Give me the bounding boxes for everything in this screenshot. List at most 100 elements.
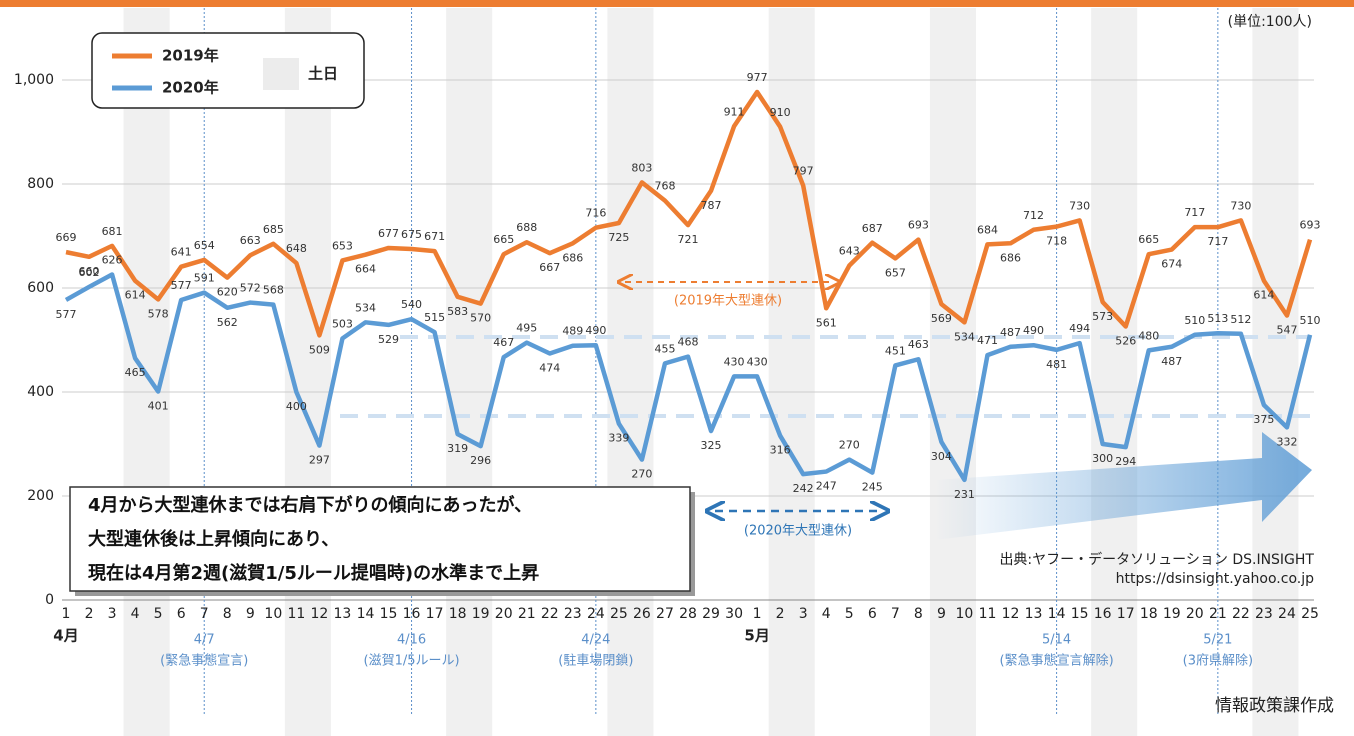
data-label: 583 [447, 305, 468, 318]
legend-swatch [263, 58, 299, 90]
note-line: 4月から大型連休までは右肩下がりの傾向にあったが、 [88, 494, 532, 516]
x-tick-label: 9 [937, 606, 946, 622]
data-label: 681 [102, 225, 123, 238]
data-label: 319 [447, 442, 468, 455]
data-label: 626 [102, 253, 123, 266]
data-label: 573 [1092, 310, 1113, 323]
data-label: 297 [309, 454, 330, 467]
x-tick-label: 26 [633, 606, 651, 622]
event-date: 5/21 [1203, 633, 1232, 648]
x-tick-label: 19 [1163, 606, 1181, 622]
data-label: 487 [1000, 326, 1021, 339]
x-tick-label: 3 [108, 606, 117, 622]
weekend-band [446, 8, 493, 736]
x-tick-label: 12 [1002, 606, 1020, 622]
data-label: 614 [1253, 289, 1274, 302]
data-label: 463 [908, 338, 929, 351]
data-label: 468 [678, 336, 699, 349]
event-note: (3府県解除) [1183, 654, 1253, 669]
event-note: (緊急事態宣言解除) [1000, 653, 1114, 669]
x-tick-label: 2 [85, 606, 94, 622]
x-tick-label: 20 [1186, 606, 1204, 622]
data-label: 693 [908, 219, 929, 232]
x-tick-label: 7 [891, 606, 900, 622]
x-tick-label: 12 [310, 606, 328, 622]
data-label: 401 [148, 399, 169, 412]
x-tick-label: 7 [200, 606, 209, 622]
x-tick-label: 2 [776, 606, 785, 622]
x-tick-label: 19 [472, 606, 490, 622]
data-label: 725 [608, 231, 629, 244]
x-tick-label: 23 [1255, 606, 1273, 622]
weekend-band [1252, 8, 1299, 736]
data-label: 730 [1230, 199, 1251, 212]
data-label: 534 [954, 330, 975, 343]
trend-arrow [935, 432, 1312, 540]
data-label: 768 [654, 180, 675, 193]
data-label: 304 [931, 450, 952, 463]
data-label: 526 [1115, 334, 1136, 347]
data-label: 451 [885, 344, 906, 357]
data-label: 242 [793, 482, 814, 495]
legend-label: 土日 [308, 65, 338, 83]
data-label: 512 [1230, 313, 1251, 326]
x-tick-label: 1 [753, 606, 762, 622]
data-label: 339 [608, 432, 629, 445]
credit: 情報政策課作成 [1215, 696, 1334, 716]
event-date: 5/14 [1042, 633, 1071, 648]
data-label: 641 [171, 246, 192, 259]
event-note: (駐車場閉鎖) [558, 653, 633, 669]
x-tick-label: 4 [131, 606, 140, 622]
x-tick-label: 1 [62, 606, 71, 622]
data-label: 657 [885, 266, 906, 279]
series-line [65, 89, 1313, 338]
data-label: 467 [493, 336, 514, 349]
data-label: 602 [79, 266, 100, 279]
holiday-label: (2019年大型連休) [674, 294, 782, 309]
x-tick-label: 28 [679, 606, 697, 622]
data-label: 665 [493, 233, 514, 246]
event-note: (緊急事態宣言) [160, 653, 248, 669]
data-label: 620 [217, 286, 238, 299]
x-tick-label: 25 [1301, 606, 1319, 622]
note-line: 現在は4月第2週(滋賀1/5ルール提唱時)の水準まで上昇 [88, 562, 539, 584]
data-label: 513 [1207, 312, 1228, 325]
month-label: 5月 [744, 627, 769, 645]
data-label: 247 [816, 480, 837, 493]
data-label: 687 [862, 222, 883, 235]
series-line [64, 272, 1313, 483]
data-label: 686 [562, 251, 583, 264]
data-label: 375 [1253, 413, 1274, 426]
data-label: 671 [424, 230, 445, 243]
data-label: 578 [148, 307, 169, 320]
data-label: 614 [125, 289, 146, 302]
data-label: 910 [770, 106, 791, 119]
data-label: 591 [194, 272, 215, 285]
x-tick-label: 21 [518, 606, 536, 622]
x-tick-label: 15 [1071, 606, 1089, 622]
x-tick-label: 6 [177, 606, 186, 622]
y-tick-label: 1,000 [14, 72, 54, 88]
data-label: 509 [309, 343, 330, 356]
event-note: (滋賀1/5ルール) [364, 654, 460, 669]
x-tick-label: 11 [287, 606, 305, 622]
note-frame [69, 486, 691, 592]
data-label: 561 [816, 316, 837, 329]
x-tick-label: 4 [822, 606, 831, 622]
data-label: 685 [263, 223, 284, 236]
legend-label: 2020年 [162, 79, 219, 97]
data-label: 547 [1276, 324, 1297, 337]
data-label: 515 [424, 311, 445, 324]
plot: 6696606816145786416546206636856485096536… [56, 71, 1321, 501]
x-tick-label: 17 [1117, 606, 1135, 622]
data-label: 487 [1161, 355, 1182, 368]
data-label: 540 [401, 298, 422, 311]
data-label: 465 [125, 366, 146, 379]
data-label: 669 [56, 231, 77, 244]
data-label: 495 [516, 322, 537, 335]
data-label: 797 [793, 165, 814, 178]
data-label: 686 [1000, 251, 1021, 264]
data-label: 911 [724, 105, 745, 118]
x-tick-label: 20 [495, 606, 513, 622]
